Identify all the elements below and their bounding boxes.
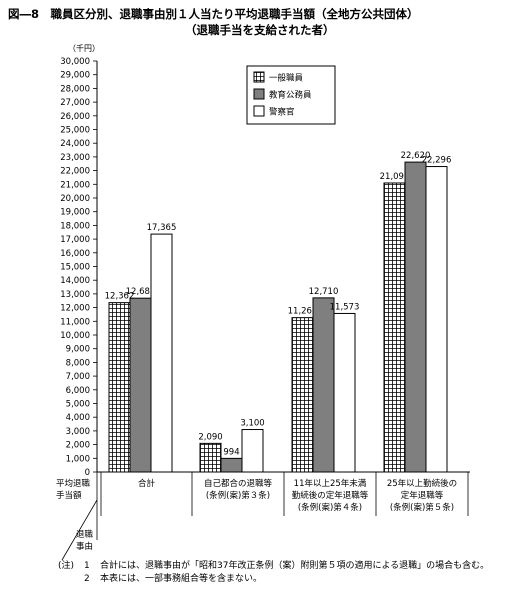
legend-label: 警察官: [269, 107, 295, 118]
y-tick-label: 24,000: [60, 139, 90, 149]
category-label: 定年退職等: [401, 490, 444, 501]
y-tick-label: 0: [85, 468, 90, 478]
bar: [333, 312, 356, 473]
category-label: (条例(案)第４条): [298, 502, 362, 513]
column-header-label: 退職: [76, 529, 94, 540]
y-tick-label: 6,000: [66, 386, 90, 396]
y-tick-label: 11,000: [60, 317, 90, 327]
category-label: 合計: [138, 478, 156, 489]
y-tick-label: 2,000: [66, 441, 90, 451]
y-tick-label: 5,000: [66, 400, 90, 410]
data-label: 12,710: [309, 287, 339, 297]
legend-swatch: [253, 71, 265, 83]
note-1: (注) 1 合計には、退職事由が「昭和37年改正条例（案）附則第５項の適用による…: [58, 560, 518, 573]
bar: [312, 297, 335, 473]
note-prefix: (注): [58, 561, 75, 571]
data-label: 12,687: [126, 287, 156, 297]
y-tick-label: 18,000: [60, 221, 90, 231]
data-label: 994: [223, 447, 239, 457]
bar: [425, 166, 448, 473]
row-header-label: 手当額: [56, 490, 82, 501]
chart-title-line2: （退職手当を支給された者）: [185, 23, 335, 37]
note-text: 合計には、退職事由が「昭和37年改正条例（案）附則第５項の適用による退職」の場合…: [100, 561, 490, 571]
bar: [108, 302, 131, 473]
y-tick-label: 1,000: [66, 454, 90, 464]
category-label: 自己都合の退職等: [204, 478, 273, 489]
y-tick-label: 19,000: [60, 208, 90, 218]
data-label: 22,296: [422, 156, 452, 166]
legend-label: 一般職員: [269, 73, 304, 84]
note-number: 2: [84, 574, 90, 584]
y-tick-label: 10,000: [60, 331, 90, 341]
y-tick-label: 27,000: [60, 98, 90, 108]
y-tick-label: 17,000: [60, 235, 90, 245]
y-tick-label: 8,000: [66, 358, 90, 368]
chart-title-line1: 図―8 職員区分別、退職事由別１人当たり平均退職手当額（全地方公共団体）: [8, 7, 419, 21]
note-number: 1: [84, 561, 90, 571]
y-tick-label: 3,000: [66, 427, 90, 437]
legend-label: 教育公務員: [269, 90, 312, 101]
bar: [150, 233, 173, 473]
data-label: 17,365: [147, 223, 177, 233]
bar: [129, 297, 152, 473]
category-label: (条例(案)第５条): [390, 502, 454, 513]
y-tick-label: 13,000: [60, 290, 90, 300]
y-tick-label: 12,000: [60, 304, 90, 314]
y-tick-label: 28,000: [60, 84, 90, 94]
y-tick-label: 20,000: [60, 194, 90, 204]
row-header-label: 平均退職: [56, 478, 91, 489]
category-label: (条例(案)第３条): [206, 490, 270, 501]
legend-swatch: [253, 105, 265, 117]
y-tick-label: 21,000: [60, 180, 90, 190]
y-tick-label: 22,000: [60, 167, 90, 177]
bar: [220, 457, 243, 473]
y-tick-label: 7,000: [66, 372, 90, 382]
category-label: 25年以上勤続後の: [387, 478, 457, 489]
bar: [383, 182, 406, 473]
header-diagonal: [61, 499, 98, 561]
bar: [241, 429, 264, 473]
category-label: 勤続後の定年退職等: [292, 490, 369, 501]
y-tick-label: 15,000: [60, 263, 90, 273]
legend-swatch: [253, 88, 265, 100]
data-label: 22,620: [401, 151, 431, 161]
category-label: 11年以上25年未満: [294, 478, 367, 489]
y-tick-label: 30,000: [60, 57, 90, 67]
data-label: 2,090: [198, 432, 222, 442]
y-tick-label: 26,000: [60, 112, 90, 122]
note-2: 2 本表には、一部事務組合等を含まない。: [58, 573, 518, 586]
data-label: 3,100: [240, 419, 264, 429]
data-label: 11,267: [288, 307, 318, 317]
y-tick-label: 29,000: [60, 71, 90, 81]
y-tick-label: 4,000: [66, 413, 90, 423]
y-tick-label: 23,000: [60, 153, 90, 163]
data-label: 21,096: [380, 172, 410, 182]
column-header-label: 事由: [76, 541, 93, 552]
y-axis-unit: （千円）: [68, 43, 100, 53]
bar: [291, 317, 314, 473]
note-text: 本表には、一部事務組合等を含まない。: [100, 574, 263, 584]
bar: [199, 442, 222, 473]
y-tick-label: 9,000: [66, 345, 90, 355]
data-label: 12,362: [105, 292, 135, 302]
bar: [404, 161, 427, 473]
y-tick-label: 14,000: [60, 276, 90, 286]
y-tick-label: 25,000: [60, 126, 90, 136]
data-label: 11,573: [330, 302, 360, 312]
notes: (注) 1 合計には、退職事由が「昭和37年改正条例（案）附則第５項の適用による…: [58, 560, 518, 586]
y-tick-label: 16,000: [60, 249, 90, 259]
